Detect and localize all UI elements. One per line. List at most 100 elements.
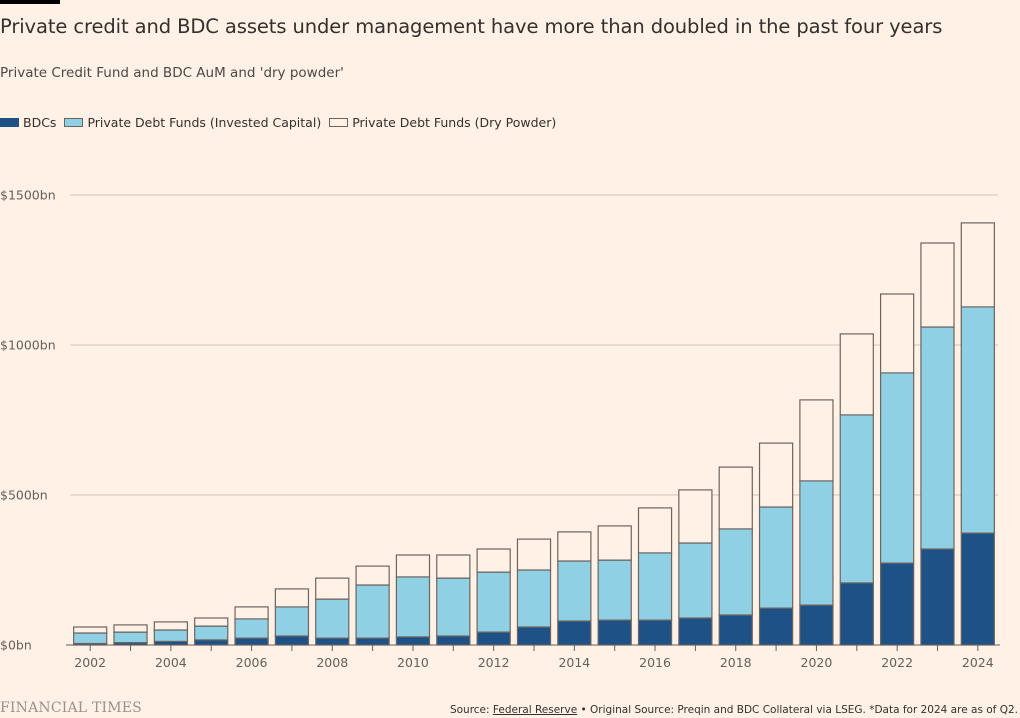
bar-segment-invested-capital <box>799 480 834 606</box>
bar-segment-dry-powder <box>73 626 108 634</box>
legend-item-bdcs: BDCs <box>0 115 56 130</box>
bar-segment-invested-capital <box>234 618 269 639</box>
bar-segment-bdcs <box>718 614 753 646</box>
bar-stack-2008 <box>315 577 350 646</box>
bar-segment-bdcs <box>516 626 552 646</box>
bar-segment-invested-capital <box>718 528 753 616</box>
bar-segment-dry-powder <box>194 617 229 627</box>
bar-stack-2022 <box>879 293 915 646</box>
bar-segment-dry-powder <box>960 222 995 308</box>
bar-stack-2003 <box>113 624 148 646</box>
bar-stack-2021 <box>839 333 874 646</box>
legend-label: Private Debt Funds (Invested Capital) <box>87 115 322 130</box>
bar-segment-bdcs <box>839 582 874 646</box>
bar-segment-bdcs <box>355 637 390 646</box>
bar-segment-dry-powder <box>476 548 511 573</box>
bar-segment-bdcs <box>758 607 794 646</box>
bar-segment-bdcs <box>557 620 592 646</box>
bar-segment-invested-capital <box>557 560 592 622</box>
x-tick-label: 2022 <box>881 655 913 670</box>
bar-stack-2020 <box>799 399 834 646</box>
bar-segment-invested-capital <box>73 632 108 645</box>
stacked-bar-chart: $0bn$500bn$1000bn$1500bn 2002 2004 2006 200… <box>0 188 1000 670</box>
bar-segment-bdcs <box>476 631 511 646</box>
bar-stack-2019 <box>758 442 794 646</box>
bar-segment-invested-capital <box>113 631 148 644</box>
bar-segment-dry-powder <box>799 399 834 482</box>
legend-label: BDCs <box>23 115 57 130</box>
ft-top-bar <box>0 0 60 4</box>
bar-stack-2007 <box>274 588 310 646</box>
bar-segment-invested-capital <box>839 414 874 584</box>
bar-segment-invested-capital <box>920 326 955 550</box>
x-tick-label: 2012 <box>478 655 510 670</box>
legend-item-dry-powder: Private Debt Funds (Dry Powder) <box>329 115 556 130</box>
bar-stack-2006 <box>234 606 269 646</box>
source-link-federal-reserve[interactable]: Federal Reserve <box>492 704 578 716</box>
bar-segment-dry-powder <box>557 531 592 562</box>
bar-stack-2009 <box>355 565 390 646</box>
bar-segment-invested-capital <box>678 542 713 619</box>
bar-segment-bdcs <box>799 604 834 646</box>
legend-swatch-dry-powder <box>329 118 349 127</box>
bars <box>73 222 995 646</box>
legend: BDCs Private Debt Funds (Invested Capita… <box>0 115 564 130</box>
bar-segment-dry-powder <box>153 621 189 631</box>
bar-segment-dry-powder <box>315 577 350 600</box>
bar-segment-dry-powder <box>355 565 390 586</box>
bar-segment-dry-powder <box>274 588 310 608</box>
bar-stack-2002 <box>73 626 108 646</box>
bar-segment-bdcs <box>194 639 229 646</box>
bar-segment-dry-powder <box>436 554 471 579</box>
x-tick-label: 2008 <box>316 655 348 670</box>
bar-segment-dry-powder <box>113 624 148 633</box>
bar-segment-bdcs <box>436 635 471 646</box>
bar-stack-2023 <box>920 242 955 646</box>
bar-segment-invested-capital <box>516 569 552 628</box>
bar-segment-dry-powder <box>637 507 673 554</box>
y-tick-label: $500bn <box>0 488 48 503</box>
bar-segment-invested-capital <box>597 559 632 621</box>
y-tick-label: $1500bn <box>0 188 56 203</box>
bar-segment-dry-powder <box>234 606 269 620</box>
bar-stack-2016 <box>637 507 673 646</box>
chart-subtitle: Private Credit Fund and BDC AuM and 'dry… <box>0 65 344 81</box>
bar-segment-bdcs <box>395 636 431 646</box>
legend-swatch-bdcs <box>0 118 19 127</box>
bar-stack-2011 <box>436 554 471 646</box>
bar-segment-bdcs <box>678 617 713 646</box>
x-tick-label: 2006 <box>236 655 268 670</box>
bar-segment-invested-capital <box>355 584 390 639</box>
bar-segment-bdcs <box>315 637 350 646</box>
bar-segment-invested-capital <box>879 372 915 564</box>
bar-stack-2004 <box>153 621 189 646</box>
legend-item-invested-capital: Private Debt Funds (Invested Capital) <box>64 115 321 130</box>
y-tick-label: $1000bn <box>0 338 56 353</box>
x-tick-label: 2024 <box>962 655 994 670</box>
bar-stack-2013 <box>516 538 552 646</box>
bar-stack-2012 <box>476 548 511 646</box>
x-tick-label: 2016 <box>639 655 671 670</box>
bar-segment-dry-powder <box>839 333 874 416</box>
bar-segment-invested-capital <box>637 552 673 621</box>
bar-segment-invested-capital <box>274 606 310 637</box>
bar-segment-bdcs <box>637 619 673 646</box>
bar-stack-2018 <box>718 466 753 646</box>
bar-stack-2017 <box>678 489 713 646</box>
source-suffix: • Original Source: Preqin and BDC Collat… <box>577 704 1019 716</box>
bar-segment-bdcs <box>597 619 632 646</box>
ft-logo: FINANCIAL TIMES <box>0 700 142 716</box>
bar-segment-dry-powder <box>678 489 713 544</box>
bar-segment-dry-powder <box>395 554 431 578</box>
legend-label: Private Debt Funds (Dry Powder) <box>352 115 557 130</box>
gridlines: $0bn $500bn $1000bn $1500bn <box>0 188 998 653</box>
bar-segment-bdcs <box>960 532 995 646</box>
bar-segment-dry-powder <box>879 293 915 374</box>
bar-segment-invested-capital <box>476 571 511 633</box>
x-tick-label: 2018 <box>720 655 752 670</box>
bar-segment-bdcs <box>920 548 955 646</box>
source-prefix: Source: <box>449 704 493 716</box>
bar-segment-dry-powder <box>758 442 794 508</box>
x-tick-label: 2014 <box>558 655 590 670</box>
bar-segment-dry-powder <box>516 538 552 571</box>
